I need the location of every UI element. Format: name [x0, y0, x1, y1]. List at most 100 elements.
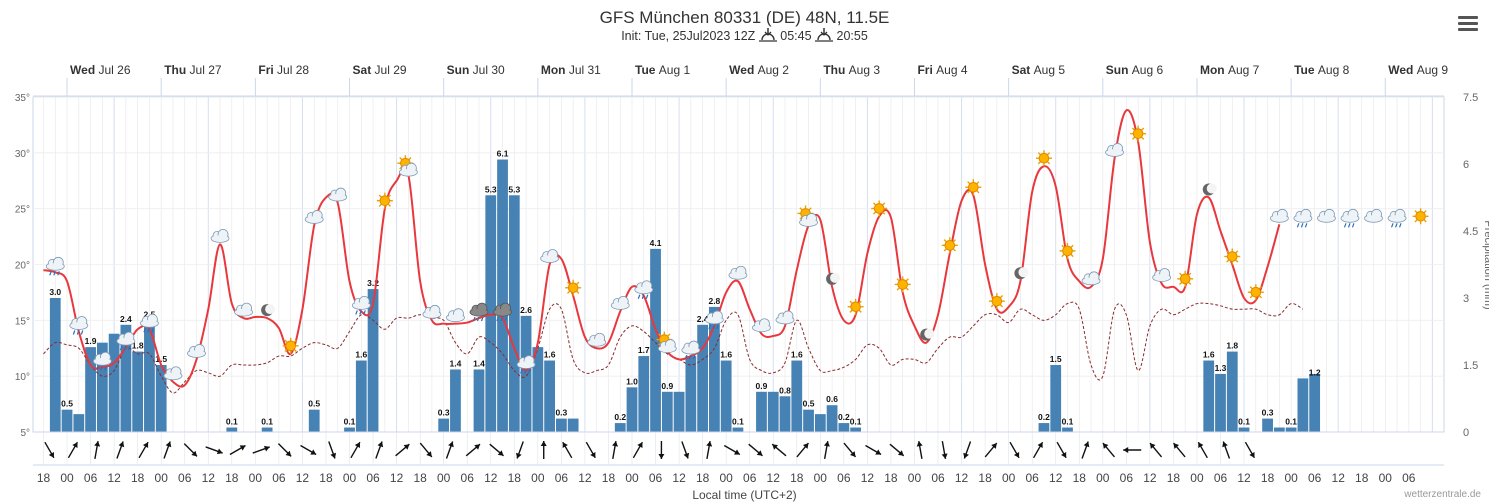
precip-value-label: 1.5 [155, 354, 167, 364]
sun-weather-icon [565, 279, 582, 296]
precip-bar [626, 387, 638, 432]
sun-ray [1046, 152, 1051, 156]
y-right-tick-label: 1.5 [1463, 360, 1478, 372]
cloud-weather-icon [1269, 208, 1289, 223]
precip-bar [532, 347, 544, 432]
rain-weather-icon [681, 340, 701, 360]
sun-ray [1414, 210, 1418, 214]
rain-drop [1398, 223, 1402, 228]
cloud-fill [706, 316, 723, 324]
precip-value-label: 1.3 [1215, 363, 1227, 373]
precip-bar [344, 427, 355, 432]
sun-ray [1070, 253, 1074, 258]
precip-bar [85, 347, 96, 432]
sun-disc [1226, 251, 1238, 262]
cloud-fill [494, 308, 511, 316]
cloud-weather-icon [728, 265, 748, 280]
rain-drop [688, 354, 692, 360]
hour-tick-label: 00 [1379, 471, 1393, 485]
precip-value-label: 1.8 [1226, 341, 1238, 351]
hour-tick-label: 00 [625, 471, 639, 485]
wind-arrow-head [756, 450, 763, 456]
sun-ray [1061, 253, 1065, 258]
day-label: Fri Jul 28 [258, 63, 309, 77]
precip-value-label: 1.4 [450, 358, 462, 368]
cloud-fill [1082, 277, 1100, 285]
sun-disc [850, 301, 861, 313]
precip-value-label: 1.6 [355, 350, 367, 360]
precip-bar [685, 356, 697, 432]
precip-bar [450, 369, 461, 432]
hour-tick-label: 12 [202, 471, 216, 485]
wind-arrow-icon [395, 443, 410, 457]
precip-bar [1273, 427, 1285, 432]
wind-arrow-head [612, 441, 618, 447]
precip-bar [61, 409, 73, 432]
hour-tick-label: 12 [1049, 471, 1063, 485]
hour-tick-label: 12 [861, 471, 875, 485]
sun-ray [858, 309, 862, 313]
precip-value-label: 0.6 [826, 394, 838, 404]
hour-tick-label: 18 [37, 471, 51, 485]
hour-tick-label: 06 [461, 471, 475, 485]
wind-arrow-icon [658, 441, 665, 460]
cloud-fill [70, 322, 88, 329]
sun-ray [882, 202, 886, 206]
precip-value-label: 6.1 [497, 149, 509, 159]
cloud-fill [447, 314, 464, 321]
day-label: Sun Aug 6 [1106, 63, 1164, 77]
sun-weather-icon [965, 179, 982, 196]
hour-tick-label: 12 [1143, 471, 1157, 485]
sun-ray [849, 300, 853, 304]
sun-ray [976, 190, 980, 194]
sun-disc [968, 181, 979, 193]
sun-weather-icon [1035, 150, 1052, 167]
sun-ray [999, 295, 1004, 299]
hamburger-menu-icon[interactable] [1458, 16, 1478, 32]
wind-arrow-head [1198, 442, 1204, 449]
precip-bar [108, 333, 120, 432]
cloud-fill [94, 358, 111, 365]
sun-ray [808, 207, 812, 211]
wind-arrow-head [562, 442, 568, 449]
wind-arrow-icon [1123, 447, 1142, 453]
hour-tick-label: 00 [531, 471, 545, 485]
wind-arrow-head [897, 450, 904, 456]
rain-weather-icon [351, 295, 371, 315]
precip-bar [673, 391, 685, 432]
hour-tick-label: 00 [437, 471, 451, 485]
hour-tick-label: 06 [555, 471, 569, 485]
day-label: Wed Aug 2 [729, 63, 789, 77]
cloud-fill [423, 311, 441, 318]
sun-ray [896, 278, 900, 282]
rain-drop [524, 369, 527, 374]
wind-arrow-icon [963, 441, 972, 459]
wind-arrow-head [142, 442, 149, 449]
rain-drop [1343, 223, 1347, 228]
sun-ray [378, 194, 382, 198]
wind-arrow-head [706, 441, 713, 447]
wind-arrow-head [802, 443, 809, 449]
x-axis-label: Local time (UTC+2) [692, 488, 797, 502]
hour-tick-label: 06 [649, 471, 663, 485]
precip-bar [767, 391, 779, 432]
precip-bar [1238, 427, 1250, 432]
precip-bar [132, 351, 144, 432]
wind-arrow-icon [865, 444, 882, 456]
wind-arrow-icon [183, 443, 198, 457]
precip-bar [1050, 365, 1062, 432]
wind-arrow-head [590, 451, 596, 458]
precip-value-label: 0.1 [344, 417, 356, 427]
sun-ray [858, 300, 862, 304]
sun-ray [576, 290, 580, 294]
precip-value-label: 1.6 [791, 350, 803, 360]
precip-value-label: 0.3 [1262, 408, 1274, 418]
wind-arrow-icon [205, 446, 223, 455]
rain-drop [1300, 223, 1304, 228]
wind-arrow-icon [681, 441, 690, 459]
cloud-fill [517, 361, 535, 368]
wind-arrow-head [916, 441, 923, 447]
y-left-tick-label: 15° [15, 316, 30, 327]
cloud-fill [211, 235, 229, 242]
hour-tick-label: 00 [1002, 471, 1016, 485]
